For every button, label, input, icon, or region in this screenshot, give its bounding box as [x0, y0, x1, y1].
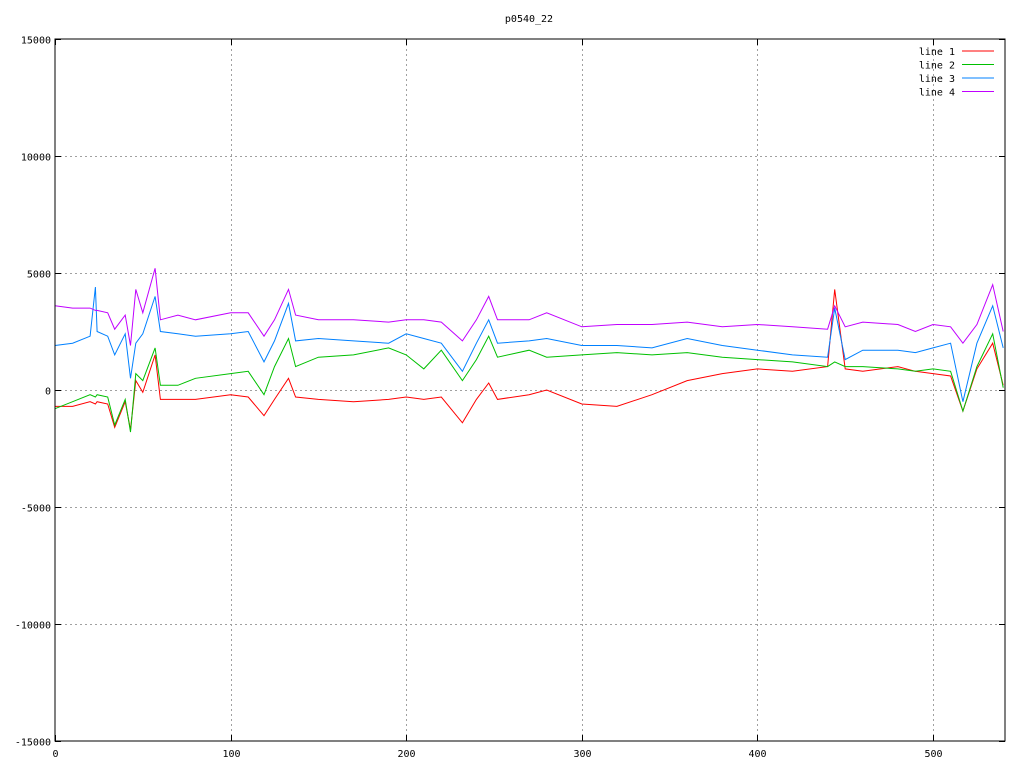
y-tick-label: -10000: [15, 621, 51, 632]
legend-label: line 2: [919, 61, 955, 72]
series-lines: [54, 268, 1004, 433]
legend-label: line 4: [919, 88, 955, 99]
y-tick-label: 10000: [21, 153, 51, 164]
legend: line 1 line 2 line 3 line 4: [919, 47, 994, 99]
y-tick-label: 15000: [21, 36, 51, 47]
series-line-1: [55, 289, 1004, 430]
chart-title: p0540_22: [505, 14, 553, 25]
y-tick-label: -15000: [15, 738, 51, 749]
series-line-3: [54, 286, 1004, 402]
grid: [55, 39, 1005, 741]
series-line-2: [54, 332, 1004, 433]
y-tick-label: 0: [45, 387, 51, 398]
plot-border: [54, 38, 1006, 742]
x-tick-label: 400: [748, 749, 766, 760]
x-tick-label: 100: [222, 749, 240, 760]
series-line-4: [54, 268, 1004, 346]
legend-label: line 1: [919, 47, 955, 58]
x-tick-label: 500: [924, 749, 942, 760]
y-tick-label: 5000: [27, 270, 51, 281]
legend-label: line 3: [919, 74, 955, 85]
x-tick-label: 0: [52, 749, 58, 760]
x-tick-label: 300: [573, 749, 591, 760]
y-tick-label: -5000: [21, 504, 51, 515]
x-tick-label: 200: [397, 749, 415, 760]
